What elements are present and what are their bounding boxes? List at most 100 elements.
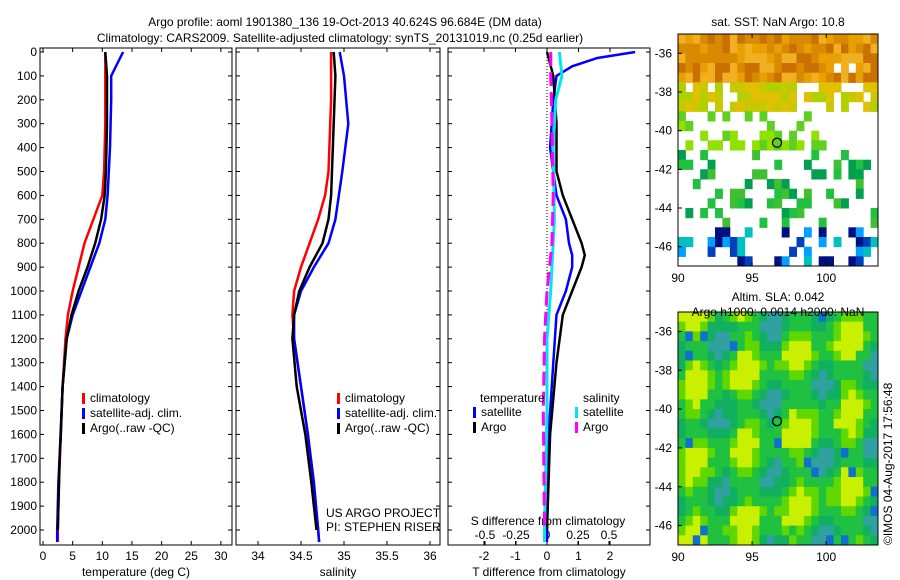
- map-cell: [678, 53, 686, 64]
- map-cell: [833, 525, 842, 536]
- map-cell: [744, 447, 753, 459]
- map-cell: [759, 140, 768, 151]
- map-cell: [781, 256, 790, 267]
- map-cell: [803, 535, 812, 546]
- map-cell: [744, 341, 753, 352]
- y-tick-label: 100: [17, 69, 37, 83]
- map-cell: [744, 256, 753, 267]
- map-cell: [870, 399, 879, 410]
- map-cell: [700, 169, 709, 180]
- map-cell: [803, 341, 812, 352]
- map-cell: [729, 360, 738, 371]
- map-cell: [841, 477, 849, 488]
- map-cell: [796, 389, 805, 400]
- map-cell: [766, 380, 775, 391]
- map-cell: [752, 350, 760, 361]
- map-cell: [818, 399, 827, 410]
- map-cell: [744, 34, 753, 45]
- map-cell: [707, 341, 716, 352]
- map-cell: [848, 169, 857, 180]
- map-cell: [796, 477, 805, 488]
- map-title: Altim. SLA: 0.042: [732, 290, 825, 304]
- y-tick-label: 0: [30, 45, 37, 59]
- map-cell: [715, 438, 723, 449]
- map-cell: [855, 418, 864, 429]
- map-cell: [715, 72, 723, 83]
- map-cell: [870, 506, 879, 517]
- map-cell: [841, 150, 849, 161]
- map-cell: [766, 72, 775, 83]
- map-cell: [737, 486, 746, 497]
- map-cell: [744, 331, 753, 342]
- map-cell: [752, 101, 760, 112]
- map-cell: [781, 506, 790, 517]
- map-cell: [737, 525, 746, 536]
- map-cell: [803, 515, 812, 527]
- map-cell: [796, 370, 805, 381]
- title-line-2: Climatology: CARS2009. Satellite-adjuste…: [97, 31, 583, 45]
- map-cell: [826, 43, 834, 54]
- y-tick-label: 1200: [10, 332, 37, 346]
- map-cell: [811, 486, 820, 497]
- map-cell: [833, 169, 842, 180]
- map-cell: [759, 467, 768, 478]
- map-cell: [789, 447, 797, 459]
- map-cell: [744, 506, 753, 517]
- title-line-1: Argo profile: aoml 1901380_136 19-Oct-20…: [148, 15, 542, 29]
- map-cell: [803, 496, 812, 507]
- map-cell: [781, 321, 790, 332]
- map-cell: [766, 370, 775, 381]
- map-cell: [722, 130, 731, 141]
- map-cell: [870, 312, 879, 323]
- map-cell: [692, 477, 701, 488]
- map-cell: [707, 370, 716, 381]
- map-cell: [870, 409, 879, 420]
- map-cell: [678, 237, 686, 248]
- map-cell: [818, 321, 827, 332]
- annotation-pi: PI: STEPHEN RISER: [326, 520, 441, 534]
- map-cell: [789, 428, 797, 439]
- map-cell: [789, 418, 797, 429]
- credit-text: ©IMOS 04-Aug-2017 17:56:48: [881, 382, 895, 545]
- map-cell: [811, 457, 820, 468]
- map-cell: [692, 341, 701, 352]
- series-line-argo-raw-qc-: [56, 51, 109, 531]
- map-cell: [811, 515, 820, 527]
- map-cell: [774, 34, 783, 45]
- x-tick-label: 90: [671, 550, 685, 564]
- map-cell: [707, 380, 716, 391]
- map-cell: [841, 198, 849, 209]
- map-cell: [774, 399, 783, 410]
- map-cell: [715, 399, 723, 410]
- map-cell: [789, 496, 797, 507]
- map-cell: [692, 370, 701, 381]
- map-cell: [685, 506, 694, 517]
- map-cell: [855, 227, 864, 238]
- map-cell: [700, 43, 709, 54]
- map-cell: [781, 188, 790, 199]
- map-cell: [774, 312, 783, 323]
- y-tick-label: 200: [17, 93, 37, 107]
- map-cell: [855, 525, 864, 536]
- map-cell: [685, 457, 694, 468]
- map-cell: [715, 496, 723, 507]
- map-cell: [796, 350, 805, 361]
- map-cell: [744, 179, 753, 190]
- map-cell: [715, 467, 723, 478]
- map-cell: [744, 477, 753, 488]
- map-cell: [685, 331, 694, 342]
- map-cell: [685, 418, 694, 429]
- map-cell: [722, 389, 731, 400]
- map-cell: [752, 389, 760, 400]
- map-cell: [863, 360, 872, 371]
- map-cell: [700, 418, 709, 429]
- map-cell: [811, 409, 820, 420]
- map-cell: [818, 350, 827, 361]
- map-cell: [848, 159, 857, 170]
- map-cell: [818, 506, 827, 517]
- map-cell: [752, 477, 760, 488]
- map-cell: [678, 63, 686, 74]
- x-tick-label: 95: [745, 271, 759, 285]
- map-cell: [811, 438, 820, 449]
- map-cell: [848, 350, 857, 361]
